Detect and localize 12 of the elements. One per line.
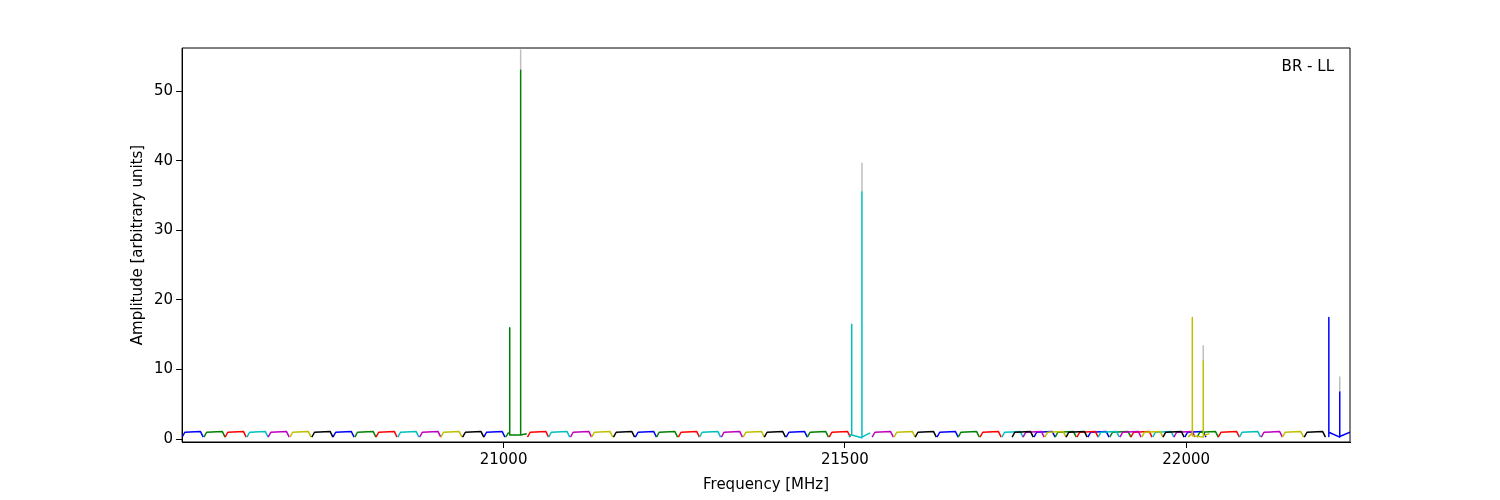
y-tick-label: 50 [153, 81, 174, 100]
x-tick-label: 21500 [821, 449, 869, 468]
annotation: BR - LL [1281, 57, 1335, 76]
x-axis-title: Frequency [MHz] [703, 474, 830, 493]
x-tick-label: 21000 [479, 449, 528, 468]
y-tick-label: 0 [163, 429, 174, 448]
y-axis-title: Amplitude [arbitrary units] [127, 144, 146, 346]
y-tick-label: 30 [153, 220, 174, 239]
x-tick-label: 22000 [1162, 449, 1211, 468]
y-tick-label: 20 [153, 289, 174, 308]
y-tick-label: 40 [153, 150, 174, 169]
y-tick-label: 10 [153, 359, 174, 378]
